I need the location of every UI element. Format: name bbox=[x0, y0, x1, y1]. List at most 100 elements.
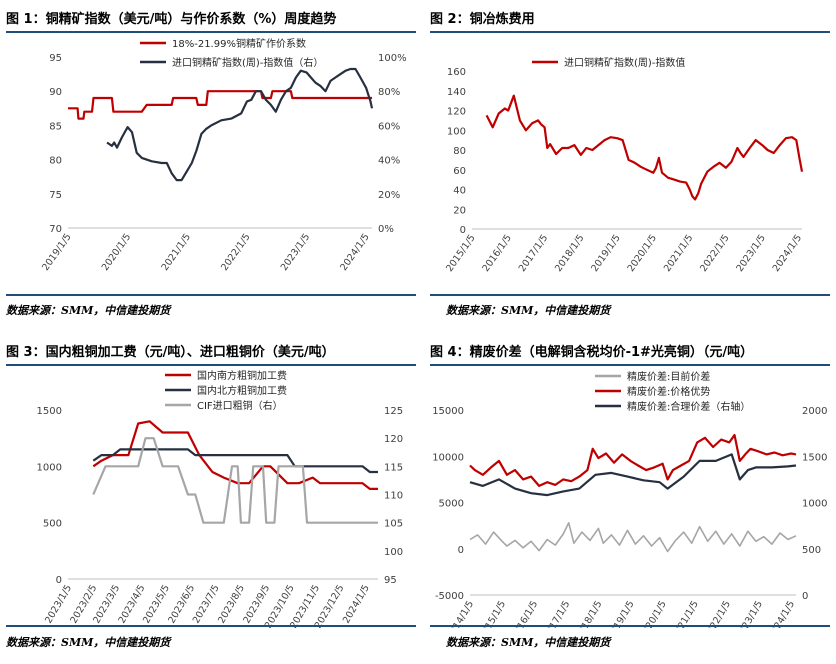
series-line bbox=[92, 448, 378, 474]
x-tick-label: 2015/1/5 bbox=[444, 233, 477, 274]
x-tick-label: 2020/1/5 bbox=[626, 233, 659, 274]
y-tick-label-left: 40 bbox=[453, 186, 466, 197]
x-tick-label: 2021/1/5 bbox=[160, 232, 193, 273]
y-tick-label-left: 70 bbox=[49, 224, 62, 235]
y-tick-label-right: 20% bbox=[378, 190, 400, 201]
y-tick-label-left: 20 bbox=[453, 205, 466, 216]
figure-2: 图 2：铜冶炼费用 0 20 40 60 80 100 120 140 160 2015/1/5 2… bbox=[420, 0, 836, 332]
y-tick-label-left: 80 bbox=[453, 146, 466, 157]
y-tick-label-right: 125 bbox=[384, 406, 403, 417]
y-tick-label-left: 1000 bbox=[37, 462, 62, 473]
y-tick-label-right: 100% bbox=[378, 53, 407, 64]
x-tick-label: 2018/1/5 bbox=[574, 599, 605, 628]
series-line bbox=[485, 94, 804, 201]
figure-2-source: 数据来源：SMM，中信建投期货 bbox=[446, 304, 611, 317]
y-tick-label-left: 0 bbox=[460, 225, 466, 236]
x-tick-label: 2021/1/5 bbox=[662, 233, 695, 274]
x-tick-label: 2024/1/5 bbox=[338, 232, 371, 273]
figure-1-source: 数据来源：SMM，中信建投期货 bbox=[6, 304, 171, 317]
y-tick-label-left: 60 bbox=[453, 166, 466, 177]
legend-label: 进口铜精矿指数(周)-指数值（右） bbox=[172, 56, 323, 69]
y-tick-label-left: 140 bbox=[447, 87, 466, 98]
chart-4: -5000 0 5000 10000 15000 0 500 1000 1500 2000 2014… bbox=[432, 370, 827, 628]
x-tick-label: 2017/1/5 bbox=[517, 233, 550, 274]
legend-label: 18%-21.99%铜精矿作价系数 bbox=[172, 37, 306, 50]
series-line bbox=[106, 67, 374, 182]
x-tick-label: 2022/1/5 bbox=[219, 232, 252, 273]
y-tick-label-left: 160 bbox=[447, 67, 466, 78]
x-tick-label: 2022/1/5 bbox=[702, 599, 733, 628]
y-tick-label-right: 110 bbox=[384, 491, 403, 502]
figure-1-top-rule bbox=[6, 31, 416, 33]
x-tick-label: 2024/1/5 bbox=[771, 233, 804, 274]
legend-label: 精废价差:价格优势 bbox=[627, 385, 710, 398]
figure-1-bottom-rule bbox=[6, 294, 416, 296]
x-tick-label: 2023/1/5 bbox=[279, 232, 312, 273]
y-tick-label-right: 500 bbox=[802, 545, 821, 556]
y-tick-label-left: 100 bbox=[447, 126, 466, 137]
y-tick-label-left: -5000 bbox=[435, 591, 464, 602]
y-tick-label-right: 105 bbox=[384, 519, 403, 530]
y-tick-label-left: 120 bbox=[447, 107, 466, 118]
series-line bbox=[469, 453, 797, 497]
x-tick-label: 2016/1/5 bbox=[509, 599, 540, 628]
y-tick-label-left: 0 bbox=[458, 545, 464, 556]
figure-3-source: 数据来源：SMM，中信建投期货 bbox=[6, 636, 171, 649]
y-tick-label-left: 85 bbox=[49, 121, 62, 132]
figure-3: 图 3：国内粗铜加工费（元/吨）、进口粗铜价（美元/吨） 0 500 1000 150… bbox=[0, 332, 420, 664]
figure-3-title: 图 3：国内粗铜加工费（元/吨）、进口粗铜价（美元/吨） bbox=[6, 345, 335, 360]
y-tick-label-right: 1500 bbox=[802, 452, 827, 463]
chart-1: 70 75 80 85 90 95 0% 20% 40% 60% 80% 100% 2019/1/5 20… bbox=[40, 37, 407, 273]
y-tick-label-left: 95 bbox=[49, 53, 62, 64]
y-tick-label-right: 120 bbox=[384, 434, 403, 445]
series-line bbox=[469, 522, 797, 553]
y-tick-label-right: 60% bbox=[378, 121, 400, 132]
figure-4-bottom-rule bbox=[430, 625, 830, 627]
figure-2-bottom-rule bbox=[430, 294, 830, 296]
x-tick-label: 2022/1/5 bbox=[698, 233, 731, 274]
figure-2-title: 图 2：铜冶炼费用 bbox=[430, 12, 535, 27]
y-tick-label-left: 5000 bbox=[439, 499, 464, 510]
y-tick-label-left: 90 bbox=[49, 87, 62, 98]
x-tick-label: 2019/1/5 bbox=[606, 599, 637, 628]
y-tick-label-right: 100 bbox=[384, 547, 403, 558]
x-tick-label: 2023/1/5 bbox=[734, 233, 767, 274]
y-tick-label-left: 75 bbox=[49, 190, 62, 201]
x-tick-label: 2017/1/5 bbox=[542, 599, 573, 628]
figure-4-source: 数据来源：SMM，中信建投期货 bbox=[446, 636, 611, 649]
series-line bbox=[92, 437, 378, 524]
legend-label: 精废价差:目前价差 bbox=[627, 370, 710, 383]
legend-label: 国内南方粗铜加工费 bbox=[197, 369, 287, 382]
x-tick-label: 2019/1/5 bbox=[40, 232, 73, 273]
x-tick-label: 2016/1/5 bbox=[480, 233, 513, 274]
y-tick-label-right: 115 bbox=[384, 462, 403, 473]
y-tick-label-right: 80% bbox=[378, 87, 400, 98]
y-tick-label-left: 1500 bbox=[37, 406, 62, 417]
y-tick-label-left: 80 bbox=[49, 156, 62, 167]
y-tick-label-right: 0% bbox=[378, 224, 394, 235]
legend-label: CIF进口粗铜（右） bbox=[197, 399, 283, 412]
x-tick-label: 2020/1/5 bbox=[638, 599, 669, 628]
y-tick-label-left: 500 bbox=[43, 519, 62, 530]
figure-4-top-rule bbox=[430, 364, 830, 366]
x-tick-label: 2024/1/5 bbox=[766, 599, 797, 628]
figure-1: 图 1：铜精矿指数（美元/吨）与作价系数（%）周度趋势 70 75 80 85 90 95… bbox=[0, 0, 420, 332]
legend-label: 进口铜精矿指数(周)-指数值 bbox=[564, 56, 685, 69]
figure-3-bottom-rule bbox=[6, 625, 416, 627]
figure-1-title: 图 1：铜精矿指数（美元/吨）与作价系数（%）周度趋势 bbox=[6, 12, 337, 27]
x-tick-label: 2020/1/5 bbox=[100, 232, 133, 273]
figure-3-top-rule bbox=[6, 364, 416, 366]
x-tick-label: 2021/1/5 bbox=[670, 599, 701, 628]
legend-label: 精废价差:合理价差（右轴） bbox=[627, 400, 750, 413]
x-tick-label: 2014/1/5 bbox=[445, 599, 476, 628]
y-tick-label-right: 2000 bbox=[802, 406, 827, 417]
x-tick-label: 2023/1/5 bbox=[734, 599, 765, 628]
series-line bbox=[68, 90, 372, 120]
y-tick-label-left: 0 bbox=[56, 575, 62, 586]
series-line bbox=[469, 433, 797, 488]
figure-2-top-rule bbox=[430, 31, 830, 33]
x-tick-label: 2018/1/5 bbox=[553, 233, 586, 274]
y-tick-label-right: 0 bbox=[802, 591, 808, 602]
y-tick-label-right: 40% bbox=[378, 156, 400, 167]
